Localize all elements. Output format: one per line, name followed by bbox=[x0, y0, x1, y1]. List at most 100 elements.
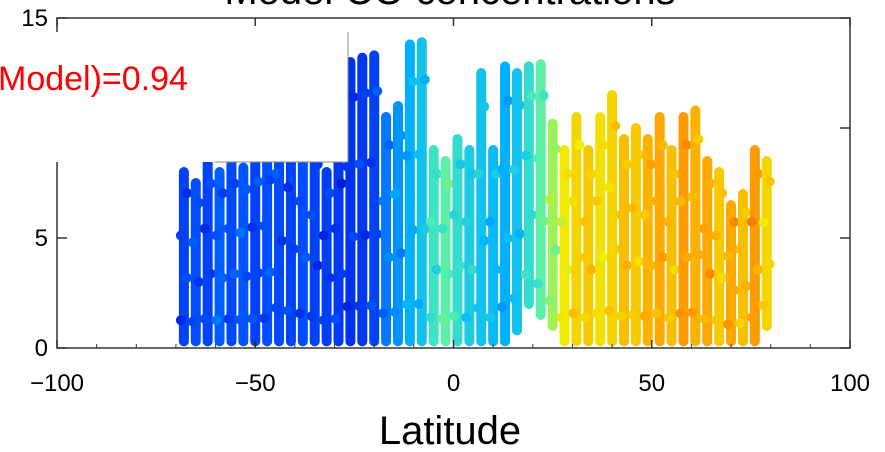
x-tick-label: 0 bbox=[447, 370, 460, 397]
data-point bbox=[681, 252, 692, 263]
data-point bbox=[562, 264, 573, 275]
data-point bbox=[764, 259, 775, 270]
data-point bbox=[526, 209, 537, 220]
data-point bbox=[282, 182, 293, 193]
data-point bbox=[431, 168, 442, 179]
data-point bbox=[514, 228, 525, 239]
data-point bbox=[372, 86, 383, 97]
data-point bbox=[497, 302, 508, 313]
data-point bbox=[503, 233, 514, 244]
data-point bbox=[306, 209, 317, 220]
data-point bbox=[241, 184, 252, 195]
data-point bbox=[181, 272, 192, 283]
data-point bbox=[610, 244, 621, 254]
x-tick-label: −100 bbox=[30, 370, 84, 397]
data-point bbox=[455, 159, 466, 170]
data-point bbox=[491, 264, 502, 275]
data-point bbox=[514, 100, 525, 111]
data-point bbox=[657, 252, 668, 263]
y-tick-label: 5 bbox=[35, 225, 48, 252]
data-point bbox=[746, 312, 757, 323]
data-point bbox=[550, 143, 561, 154]
data-point bbox=[419, 74, 430, 85]
data-point bbox=[645, 260, 656, 271]
data-point bbox=[378, 196, 389, 207]
data-point bbox=[651, 196, 662, 207]
data-point bbox=[693, 249, 704, 260]
data-point bbox=[479, 101, 490, 112]
data-point bbox=[187, 316, 198, 327]
data-point bbox=[199, 223, 210, 234]
data-point bbox=[604, 182, 615, 193]
data-point bbox=[711, 315, 722, 326]
data-point bbox=[211, 230, 222, 241]
data-point bbox=[699, 313, 710, 324]
data-point bbox=[556, 312, 567, 323]
data-point bbox=[193, 197, 204, 208]
data-point bbox=[366, 157, 377, 168]
data-point bbox=[235, 227, 246, 238]
data-point bbox=[657, 140, 668, 151]
data-point bbox=[574, 252, 585, 263]
data-point bbox=[556, 216, 567, 227]
data-point bbox=[508, 293, 519, 304]
data-point bbox=[734, 244, 745, 255]
data-point bbox=[503, 95, 514, 106]
data-point bbox=[538, 215, 549, 226]
data-point bbox=[247, 313, 258, 324]
data-point bbox=[425, 216, 436, 227]
data-point bbox=[633, 256, 644, 267]
data-point bbox=[187, 237, 198, 248]
data-point bbox=[627, 203, 638, 214]
data-point bbox=[217, 272, 228, 283]
data-point bbox=[384, 140, 395, 151]
data-point bbox=[401, 299, 412, 310]
data-point bbox=[271, 302, 282, 313]
data-point bbox=[687, 192, 698, 203]
data-point bbox=[550, 245, 561, 256]
data-point bbox=[729, 217, 740, 228]
data-point bbox=[294, 196, 305, 207]
data-point bbox=[675, 308, 686, 319]
data-point bbox=[544, 194, 555, 205]
data-point bbox=[461, 312, 472, 323]
data-point bbox=[479, 235, 490, 246]
data-point bbox=[538, 90, 549, 101]
data-point bbox=[568, 308, 579, 319]
data-point bbox=[235, 314, 246, 325]
data-point bbox=[615, 311, 626, 322]
data-point bbox=[663, 312, 674, 323]
data-point bbox=[348, 231, 359, 242]
data-point bbox=[229, 178, 240, 189]
data-point bbox=[639, 209, 650, 220]
data-point bbox=[705, 178, 716, 189]
data-point bbox=[681, 140, 692, 151]
data-point bbox=[621, 159, 632, 170]
data-point bbox=[723, 319, 734, 330]
data-point bbox=[389, 306, 400, 317]
data-point bbox=[758, 300, 769, 311]
annotation-box bbox=[0, 32, 348, 162]
data-point bbox=[752, 264, 763, 275]
data-point bbox=[699, 223, 710, 234]
data-point bbox=[592, 308, 603, 319]
data-point bbox=[473, 302, 484, 313]
x-tick-label: −50 bbox=[235, 370, 276, 397]
correlation-label: Model)=0.94 bbox=[0, 60, 188, 98]
data-point bbox=[265, 267, 276, 278]
data-point bbox=[443, 178, 454, 189]
data-point bbox=[181, 188, 192, 199]
data-point bbox=[615, 209, 626, 220]
data-point bbox=[574, 140, 585, 151]
data-point bbox=[443, 268, 454, 279]
data-point bbox=[413, 299, 424, 309]
data-point bbox=[271, 168, 282, 179]
data-point bbox=[586, 168, 597, 179]
data-point bbox=[354, 300, 365, 311]
data-point bbox=[746, 216, 757, 227]
data-point bbox=[247, 222, 258, 233]
data-point bbox=[520, 150, 531, 161]
data-point bbox=[526, 91, 537, 102]
data-point bbox=[663, 216, 674, 227]
data-point bbox=[395, 248, 406, 259]
